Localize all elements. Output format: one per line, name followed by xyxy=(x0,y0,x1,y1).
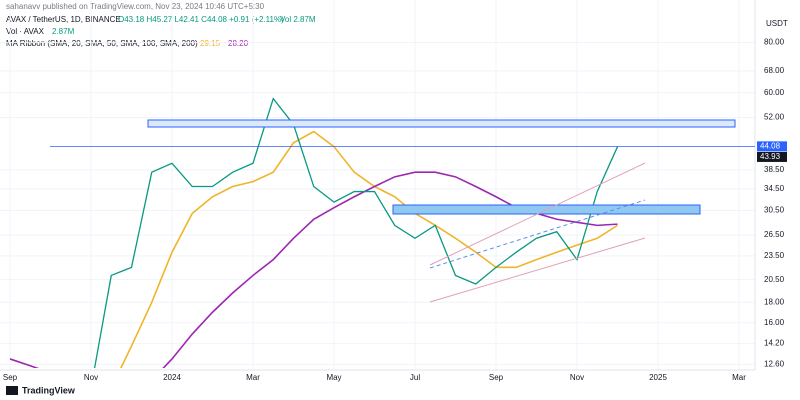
x-tick-label: 2024 xyxy=(163,373,181,382)
y-tick-label: 18.00 xyxy=(764,297,785,306)
currency: USDT xyxy=(766,19,788,28)
publisher: sahanavv published on TradingView.com, N… xyxy=(6,2,265,11)
price-tag-label: 44.08 xyxy=(760,141,781,150)
y-tick-label: 23.50 xyxy=(764,251,785,260)
y-tick-label: 38.50 xyxy=(764,165,785,174)
vol-value: 2.87M xyxy=(52,27,75,36)
ma-value: 29.15 xyxy=(200,39,221,48)
ohlc: O43.18 H45.27 L42.41 C44.08 +0.91 (+2.11… xyxy=(118,15,284,24)
y-tick-label: 60.00 xyxy=(764,88,785,97)
y-tick-label: 12.60 xyxy=(764,359,785,368)
y-tick-label: 68.00 xyxy=(764,66,785,75)
price-tag xyxy=(757,141,787,152)
x-tick-label: Mar xyxy=(732,373,746,382)
y-tick-label: 14.20 xyxy=(764,339,785,348)
x-tick-label: Sep xyxy=(489,373,504,382)
x-tick-label: Nov xyxy=(84,373,98,382)
y-tick-label: 16.00 xyxy=(764,318,785,327)
x-tick-label: Nov xyxy=(570,373,584,382)
x-tick-label: 2025 xyxy=(649,373,667,382)
ma-line xyxy=(120,130,618,368)
logo xyxy=(6,386,18,395)
x-tick-label: Jul xyxy=(410,373,420,382)
price-line xyxy=(93,97,619,368)
channel-line xyxy=(429,162,646,266)
symbol: AVAX / TetherUS, 1D, BINANCE xyxy=(6,15,121,24)
ma-ribbon-label: MA Ribbon (SMA, 20, SMA, 50, SMA, 100, S… xyxy=(6,39,198,48)
footer: TradingView xyxy=(22,385,76,395)
y-tick-label: 26.50 xyxy=(764,230,785,239)
x-tick-label: Mar xyxy=(246,373,260,382)
price-tag xyxy=(757,151,787,162)
channel-line xyxy=(429,237,646,303)
y-tick-label: 30.50 xyxy=(764,206,785,215)
y-tick-label: 52.00 xyxy=(764,113,785,122)
ma-value: 28.20 xyxy=(228,39,249,48)
x-tick-label: Sep xyxy=(3,373,18,382)
y-tick-label: 34.50 xyxy=(764,184,785,193)
price-tag-label: 43.93 xyxy=(760,152,781,161)
vol-indicator: Vol · AVAX xyxy=(6,27,45,36)
y-tick-label: 20.50 xyxy=(764,275,785,284)
channel-mid xyxy=(429,199,646,269)
volume: Vol 2.87M xyxy=(280,15,316,24)
resistance-zone xyxy=(147,119,736,128)
x-tick-label: May xyxy=(326,373,341,382)
y-tick-label: 80.00 xyxy=(764,38,785,47)
